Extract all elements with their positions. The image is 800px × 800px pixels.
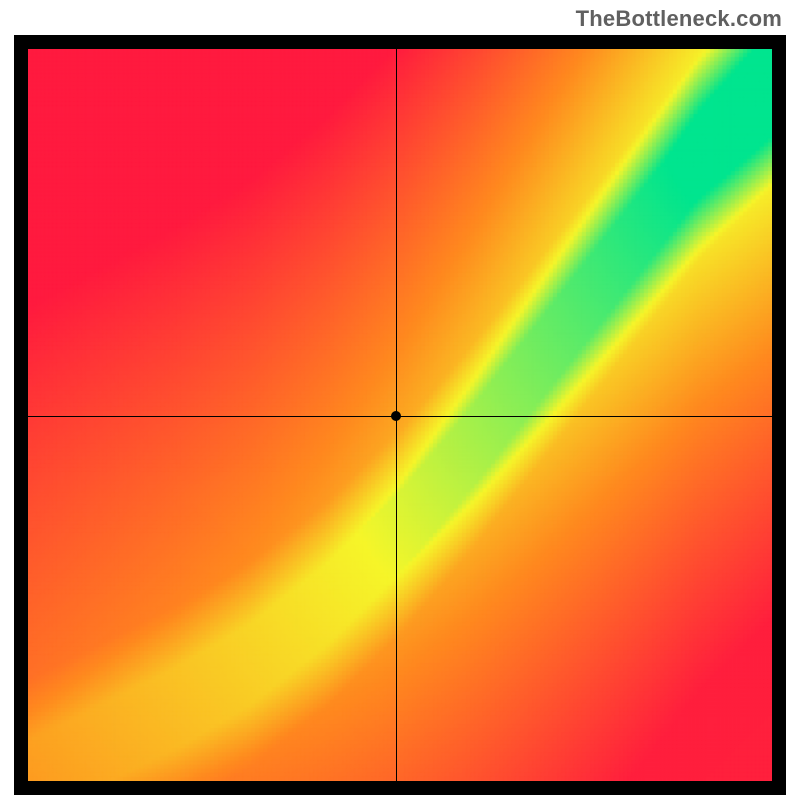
heatmap-plot-area: [28, 49, 772, 781]
chart-container: TheBottleneck.com: [0, 0, 800, 800]
watermark-text: TheBottleneck.com: [576, 6, 782, 32]
